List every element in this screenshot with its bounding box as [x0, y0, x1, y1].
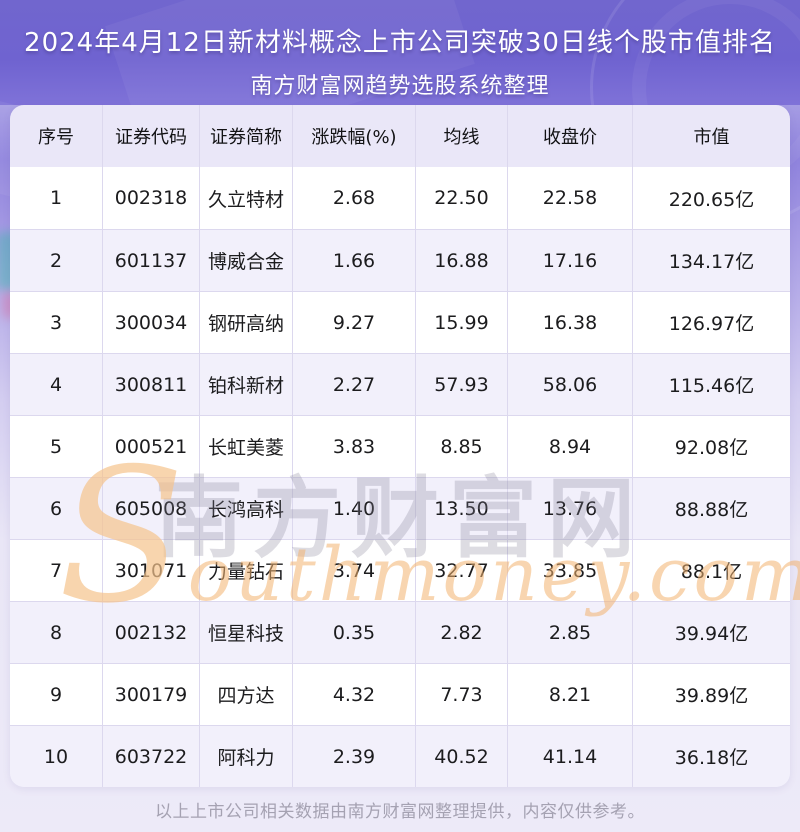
table-cell: 10: [10, 725, 103, 787]
table-row: 2 601137 博威合金 1.66 16.88 17.16 134.17亿: [10, 229, 790, 291]
table-cell: 久立特材: [200, 167, 293, 229]
table-cell: 5: [10, 415, 103, 477]
table-cell: 3.83: [293, 415, 416, 477]
column-header: 序号: [10, 105, 103, 167]
table-cell: 铂科新材: [200, 353, 293, 415]
page-title: 2024年4月12日新材料概念上市公司突破30日线个股市值排名: [24, 28, 776, 58]
table-cell: 2.39: [293, 725, 416, 787]
table-cell: 300179: [103, 663, 200, 725]
column-header: 涨跌幅(%): [293, 105, 416, 167]
table-cell: 8.85: [416, 415, 508, 477]
table-row: 9 300179 四方达 4.32 7.73 8.21 39.89亿: [10, 663, 790, 725]
table-cell: 阿科力: [200, 725, 293, 787]
table-cell: 000521: [103, 415, 200, 477]
table-cell: 力量钻石: [200, 539, 293, 601]
column-header: 市值: [693, 127, 730, 148]
stock-table-body: 1 002318 久立特材 2.68 22.50 22.58 220.65亿 2 601137 博…: [10, 167, 790, 787]
table-row: 7 301071 力量钻石 3.74 32.77 33.85 88.1亿: [10, 539, 790, 601]
table-cell: 17.16: [508, 229, 633, 291]
footer-note: 以上上市公司相关数据由南方财富网整理提供，内容仅供参考。: [155, 802, 645, 822]
table-cell: 15.99: [416, 291, 508, 353]
table-cell: 002132: [103, 601, 200, 663]
column-header: 证券简称: [200, 105, 293, 167]
table-cell: 40.52: [416, 725, 508, 787]
table-cell: 134.17亿: [633, 229, 790, 291]
table-cell: 四方达: [200, 663, 293, 725]
table-cell: 220.65亿: [668, 188, 755, 211]
table-cell: 2: [10, 229, 103, 291]
table-row: 4 300811 铂科新材 2.27 57.93 58.06 115.46亿: [10, 353, 790, 415]
table-row: 10 603722 阿科力 2.39 40.52 41.14 36.18亿: [10, 725, 790, 787]
stock-table-header: 序号 证券代码 证券简称 涨跌幅(%) 均线 收盘价 市值: [10, 105, 790, 167]
table-cell: 13.76: [508, 477, 633, 539]
table-cell: 22.58: [508, 167, 633, 229]
table-cell: 6: [10, 477, 103, 539]
table-cell: 605008: [103, 477, 200, 539]
table-cell: 钢研高纳: [200, 291, 293, 353]
table-cell: 92.08亿: [633, 415, 790, 477]
table-cell: 002318: [103, 167, 200, 229]
table-cell: 32.77: [416, 539, 508, 601]
stock-table: 序号 证券代码 证券简称 涨跌幅(%) 均线 收盘价 市值 1 002318 久立特材 2.68 2…: [10, 105, 790, 787]
table-cell: 301071: [103, 539, 200, 601]
table-cell: 115.46亿: [633, 353, 790, 415]
table-cell: 0.35: [293, 601, 416, 663]
table-cell: 603722: [103, 725, 200, 787]
table-cell: 2.68: [293, 167, 416, 229]
table-cell: 长鸿高科: [200, 477, 293, 539]
table-row: 5 000521 长虹美菱 3.83 8.85 8.94 92.08亿: [10, 415, 790, 477]
table-cell: 4: [10, 353, 103, 415]
column-header: 证券代码: [103, 105, 200, 167]
table-cell: 41.14: [508, 725, 633, 787]
column-header: 收盘价: [508, 105, 633, 167]
table-cell: 1: [10, 167, 103, 229]
table-cell: 8.21: [508, 663, 633, 725]
table-cell: 2.82: [416, 601, 508, 663]
table-cell: 33.85: [508, 539, 633, 601]
table-cell: 8.94: [508, 415, 633, 477]
table-cell: 7.73: [416, 663, 508, 725]
table-row: 6 605008 长鸿高科 1.40 13.50 13.76 88.88亿: [10, 477, 790, 539]
table-cell: 39.94亿: [633, 601, 790, 663]
table-cell: 16.88: [416, 229, 508, 291]
table-cell: 88.88亿: [633, 477, 790, 539]
table-row: 1 002318 久立特材 2.68 22.50 22.58 220.65亿: [10, 167, 790, 229]
table-cell: 9: [10, 663, 103, 725]
table-cell: 300034: [103, 291, 200, 353]
table-row: 3 300034 钢研高纳 9.27 15.99 16.38 126.97亿: [10, 291, 790, 353]
table-cell: 3: [10, 291, 103, 353]
table-cell: 22.50: [416, 167, 508, 229]
page-subtitle: 南方财富网趋势选股系统整理: [250, 74, 550, 99]
table-cell: 601137: [103, 229, 200, 291]
table-cell: 长虹美菱: [200, 415, 293, 477]
table-cell: 36.18亿: [633, 725, 790, 787]
table-cell: 恒星科技: [200, 601, 293, 663]
column-header: 均线: [416, 105, 508, 167]
table-cell: 58.06: [508, 353, 633, 415]
table-row: 8 002132 恒星科技 0.35 2.82 2.85 39.94亿: [10, 601, 790, 663]
table-cell: 126.97亿: [633, 291, 790, 353]
table-cell: 7: [10, 539, 103, 601]
table-cell: 39.89亿: [633, 663, 790, 725]
title-block: 2024年4月12日新材料概念上市公司突破30日线个股市值排名 南方财富网趋势选…: [0, 0, 800, 100]
table-cell: 57.93: [416, 353, 508, 415]
table-cell: 2.85: [508, 601, 633, 663]
table-cell: 1.66: [293, 229, 416, 291]
table-cell: 1.40: [293, 477, 416, 539]
table-cell: 300811: [103, 353, 200, 415]
table-cell: 博威合金: [200, 229, 293, 291]
table-cell: 3.74: [293, 539, 416, 601]
table-cell: 9.27: [293, 291, 416, 353]
table-cell: 2.27: [293, 353, 416, 415]
table-cell: 88.1亿: [633, 539, 790, 601]
table-cell: 16.38: [508, 291, 633, 353]
table-cell: 8: [10, 601, 103, 663]
table-cell: 4.32: [293, 663, 416, 725]
table-cell: 13.50: [416, 477, 508, 539]
